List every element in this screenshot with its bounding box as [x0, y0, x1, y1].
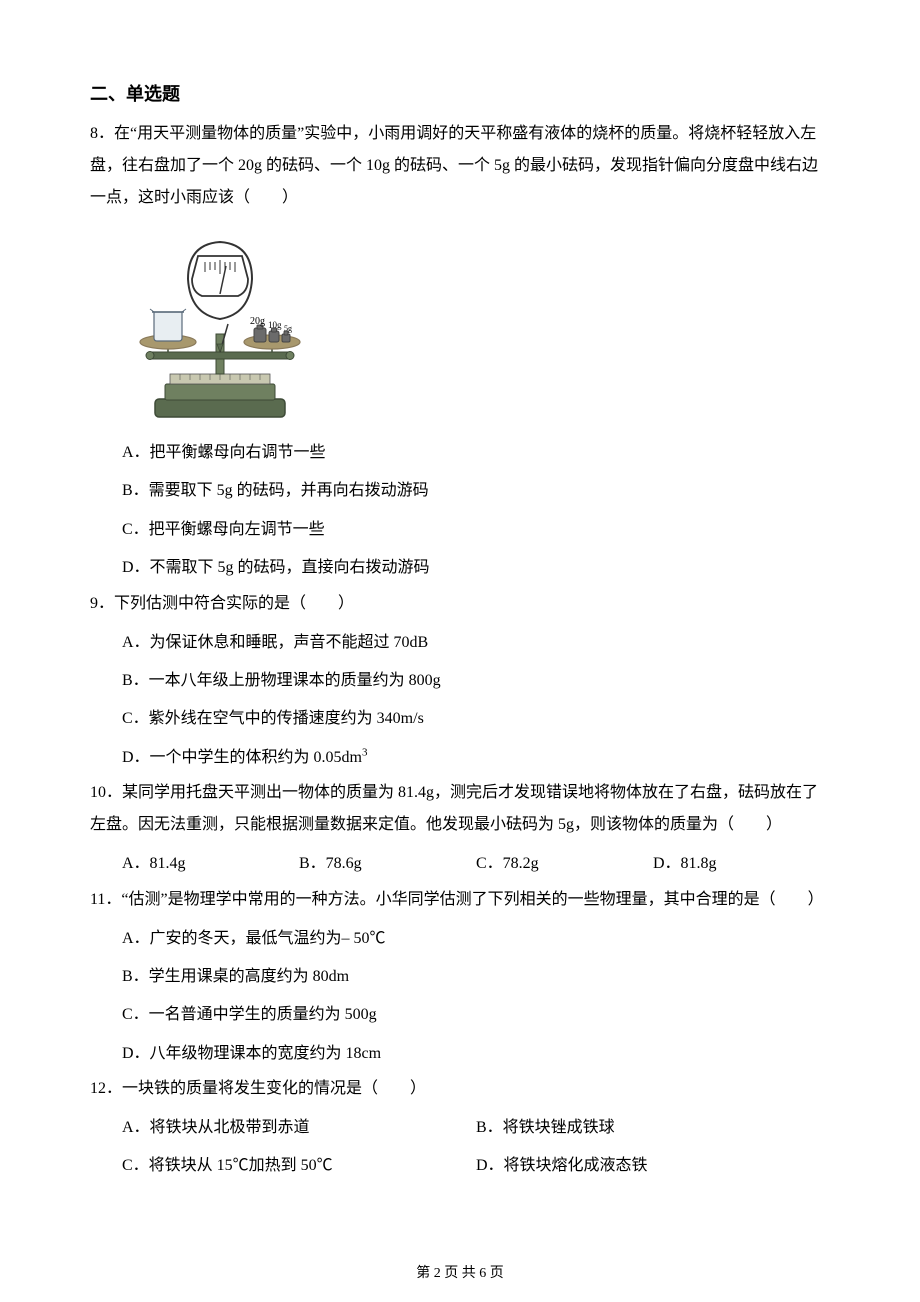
q8-option-c: C．把平衡螺母向左调节一些: [122, 511, 830, 549]
q12-option-b: B．将铁块锉成铁球: [476, 1109, 830, 1147]
q8-option-d: D．不需取下 5g 的砝码，直接向右拨动游码: [122, 549, 830, 587]
page-footer: 第 2 页 共 6 页: [0, 1262, 920, 1282]
q10-stem: 某同学用托盘天平测出一物体的质量为 81.4g，测完后才发现错误地将物体放在了右…: [90, 784, 818, 833]
q8-figure-balance: 20g 10g 5g: [120, 224, 320, 424]
q10-options: A．81.4g B．78.6g C．78.2g D．81.8g: [90, 845, 830, 883]
q12-option-d: D．将铁块熔化成液态铁: [476, 1147, 830, 1185]
q9-option-c: C．紫外线在空气中的传播速度约为 340m/s: [122, 700, 830, 738]
q8-option-b: B．需要取下 5g 的砝码，并再向右拨动游码: [122, 472, 830, 510]
q9-option-d-sup: 3: [362, 746, 368, 758]
balance-scale-icon: 20g 10g 5g: [120, 224, 320, 424]
question-10: 10．某同学用托盘天平测出一物体的质量为 81.4g，测完后才发现错误地将物体放…: [90, 777, 830, 841]
q12-option-c: C．将铁块从 15℃加热到 50℃: [122, 1147, 476, 1185]
q8-option-a: A．把平衡螺母向右调节一些: [122, 434, 830, 472]
q11-stem: “估测”是物理学中常用的一种方法。小华同学估测了下列相关的一些物理量，其中合理的…: [121, 891, 823, 908]
q8-number: 8．: [90, 125, 114, 142]
q9-option-d-text: D．一个中学生的体积约为 0.05dm: [122, 749, 362, 766]
q9-option-d: D．一个中学生的体积约为 0.05dm3: [122, 739, 830, 777]
weight-label-10g: 10g: [268, 320, 282, 330]
q11-options: A．广安的冬天，最低气温约为– 50℃ B．学生用课桌的高度约为 80dm C．…: [90, 920, 830, 1074]
question-12: 12．一块铁的质量将发生变化的情况是（ ）: [90, 1073, 830, 1105]
q11-option-c: C．一名普通中学生的质量约为 500g: [122, 996, 830, 1034]
q12-options: A．将铁块从北极带到赤道 B．将铁块锉成铁球 C．将铁块从 15℃加热到 50℃…: [90, 1109, 830, 1186]
q11-option-b: B．学生用课桌的高度约为 80dm: [122, 958, 830, 996]
weight-label-5g: 5g: [284, 324, 292, 333]
q11-number: 11．: [90, 891, 121, 908]
q9-number: 9．: [90, 595, 114, 612]
q9-option-b: B．一本八年级上册物理课本的质量约为 800g: [122, 662, 830, 700]
question-8: 8．在“用天平测量物体的质量”实验中，小雨用调好的天平称盛有液体的烧杯的质量。将…: [90, 118, 830, 214]
q9-option-a: A．为保证休息和睡眠，声音不能超过 70dB: [122, 624, 830, 662]
question-9: 9．下列估测中符合实际的是（ ）: [90, 588, 830, 620]
q8-stem: 在“用天平测量物体的质量”实验中，小雨用调好的天平称盛有液体的烧杯的质量。将烧杯…: [90, 125, 818, 206]
q11-option-a: A．广安的冬天，最低气温约为– 50℃: [122, 920, 830, 958]
q10-option-a: A．81.4g: [122, 845, 299, 883]
q10-number: 10．: [90, 784, 122, 801]
question-11: 11．“估测”是物理学中常用的一种方法。小华同学估测了下列相关的一些物理量，其中…: [90, 884, 830, 916]
page: 二、单选题 8．在“用天平测量物体的质量”实验中，小雨用调好的天平称盛有液体的烧…: [0, 0, 920, 1302]
q10-option-d: D．81.8g: [653, 845, 830, 883]
section-title: 二、单选题: [90, 80, 830, 106]
q8-options: A．把平衡螺母向右调节一些 B．需要取下 5g 的砝码，并再向右拨动游码 C．把…: [90, 434, 830, 588]
q12-number: 12．: [90, 1080, 122, 1097]
q12-option-a: A．将铁块从北极带到赤道: [122, 1109, 476, 1147]
q9-options: A．为保证休息和睡眠，声音不能超过 70dB B．一本八年级上册物理课本的质量约…: [90, 624, 830, 778]
q10-option-c: C．78.2g: [476, 845, 653, 883]
q10-option-b: B．78.6g: [299, 845, 476, 883]
q11-option-d: D．八年级物理课本的宽度约为 18cm: [122, 1035, 830, 1073]
q9-stem: 下列估测中符合实际的是（ ）: [114, 595, 354, 612]
weight-label-20g: 20g: [250, 316, 265, 327]
q12-stem: 一块铁的质量将发生变化的情况是（ ）: [122, 1080, 426, 1097]
